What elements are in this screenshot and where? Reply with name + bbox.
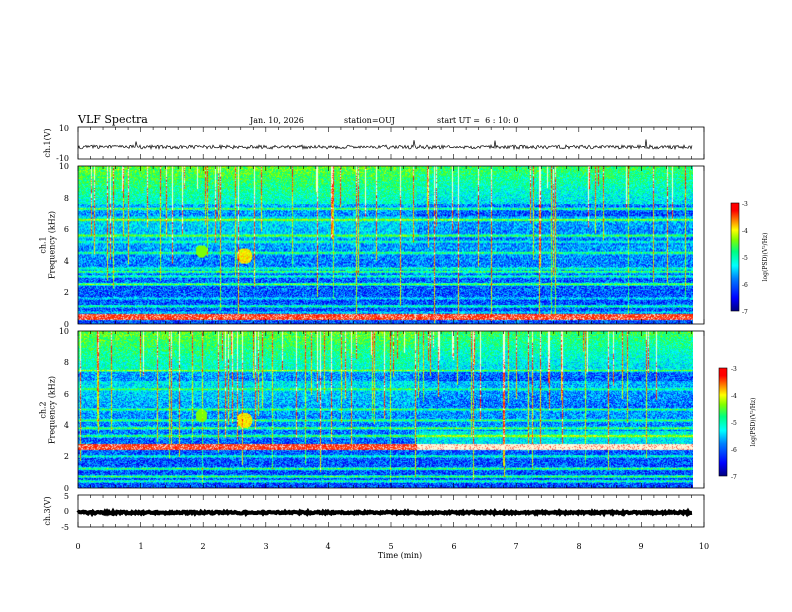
- ch1-waveform-line: [77, 139, 693, 151]
- figure-station: station=OUJ: [344, 116, 395, 125]
- tick-marks: [77, 127, 705, 527]
- x-axis-label: Time (min): [378, 551, 422, 560]
- ch2-colorbar: [718, 367, 728, 477]
- x-tick-9: 9: [638, 542, 643, 551]
- ch3-waveform-ytick-bottom: -5: [61, 523, 69, 532]
- x-tick-6: 6: [451, 542, 456, 551]
- figure-start-time: start UT = 6 : 10: 0: [437, 116, 518, 125]
- ch2-spectrogram-ytick-8: 8: [64, 358, 69, 367]
- x-tick-2: 2: [200, 542, 205, 551]
- ch1-colorbar-label: log(PSD)(V²/Hz): [762, 233, 769, 282]
- ch2-colorbar-tick-3: -3: [731, 366, 737, 373]
- ch1-colorbar-tick-3: -3: [742, 201, 748, 208]
- ch2-spectrogram-ytick-2: 2: [64, 452, 69, 461]
- ch2-spectrogram-ylabel: ch.2Frequency (kHz): [39, 376, 57, 444]
- ch1-colorbar-tick-6: -6: [742, 282, 748, 289]
- ch2-spectrogram-ytick-4: 4: [64, 421, 69, 430]
- x-tick-4: 4: [325, 542, 330, 551]
- ch3-waveform-panel: 5 0 -5 ch.3(V): [43, 492, 705, 532]
- x-tick-8: 8: [576, 542, 581, 551]
- ch1-spectrogram-ytick-0: 0: [64, 320, 69, 329]
- ch3-waveform-ytick-top: 5: [64, 492, 69, 501]
- ch1-spectrogram-ytick-10: 10: [59, 162, 69, 171]
- x-tick-7: 7: [513, 542, 518, 551]
- ch2-spectrogram-panel: 0 2 4 6 8 10 ch.2Frequency (kHz) -3 -4 -…: [39, 327, 757, 493]
- ch1-colorbar-tick-4: -4: [742, 228, 748, 235]
- x-tick-10: 10: [699, 542, 709, 551]
- ch1-colorbar: [730, 202, 740, 312]
- ch1-spectrogram-ytick-6: 6: [64, 225, 69, 234]
- x-axis: 0 1 2 3 4 5 6 7 8 9 10 Time (min): [75, 542, 709, 560]
- ch1-waveform-panel: 10 -10 ch.1(V): [43, 124, 705, 163]
- ch2-colorbar-tick-4: -4: [731, 393, 737, 400]
- ch1-colorbar-tick-5: -5: [742, 255, 748, 262]
- ch1-spectrogram-ytick-4: 4: [64, 257, 69, 266]
- ch1-colorbar-tick-7: -7: [742, 309, 748, 316]
- ch1-waveform-ytick-bottom: -10: [56, 154, 69, 163]
- ch1-waveform-ylabel: ch.1(V): [43, 128, 52, 157]
- figure-title: VLF Spectra: [77, 113, 148, 126]
- x-tick-1: 1: [138, 542, 143, 551]
- x-tick-3: 3: [263, 542, 268, 551]
- x-tick-0: 0: [75, 542, 80, 551]
- ch1-spectrogram-ytick-8: 8: [64, 194, 69, 203]
- ch2-spectrogram-ytick-6: 6: [64, 390, 69, 399]
- ch2-colorbar-tick-5: -5: [731, 420, 737, 427]
- ch1-spectrogram-ytick-2: 2: [64, 288, 69, 297]
- figure-date: Jan. 10, 2026: [249, 116, 304, 125]
- ch1-spectrogram-image: [78, 166, 693, 324]
- x-tick-5: 5: [388, 542, 393, 551]
- ch3-waveform-ytick-mid: 0: [64, 507, 69, 516]
- ch2-colorbar-label: log(PSD)(V²/Hz): [750, 398, 757, 447]
- ch2-spectrogram-image: [78, 331, 693, 488]
- ch2-colorbar-tick-6: -6: [731, 447, 737, 454]
- ch2-colorbar-tick-7: -7: [731, 474, 737, 481]
- ch2-spectrogram-ytick-10: 10: [59, 327, 69, 336]
- ch1-waveform-ytick-top: 10: [59, 124, 69, 133]
- ch1-spectrogram-ylabel: ch.1Frequency (kHz): [39, 211, 57, 279]
- ch2-spectrogram-ytick-0: 0: [64, 484, 69, 493]
- ch1-spectrogram-panel: 0 2 4 6 8 10 ch.1Frequency (kHz) -3 -4 -…: [39, 162, 769, 329]
- ch3-waveform-ylabel: ch.3(V): [43, 496, 52, 525]
- ch3-waveform-line: [76, 507, 693, 518]
